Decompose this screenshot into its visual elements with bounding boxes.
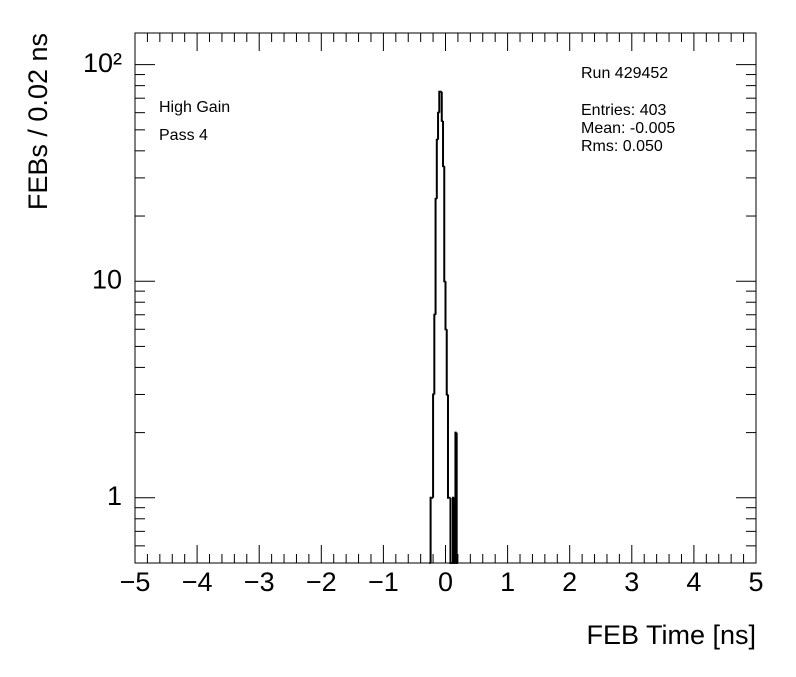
histogram-bin xyxy=(449,497,452,564)
x-tick-label: 4 xyxy=(686,567,701,597)
histogram-bin xyxy=(429,496,432,563)
histogram-bin xyxy=(432,393,435,498)
stat: Rms: 0.050 xyxy=(581,138,663,155)
histogram-bin xyxy=(443,166,446,283)
x-tick-label: −2 xyxy=(306,567,337,597)
histogram-bin xyxy=(446,394,450,499)
histogram-bin xyxy=(444,281,447,331)
x-tick-label: 2 xyxy=(562,567,577,597)
histogram-bin xyxy=(442,120,445,168)
x-tick-label: 3 xyxy=(624,567,639,597)
y-tick-label: 10² xyxy=(83,48,122,78)
x-tick-label: −1 xyxy=(368,567,399,597)
stat: Run 429452 xyxy=(581,65,668,82)
x-tick-label: −4 xyxy=(182,567,213,597)
histogram-bin xyxy=(440,91,444,122)
x-tick-label: −5 xyxy=(120,567,151,597)
annotation: Pass 4 xyxy=(159,127,208,144)
x-tick-label: 1 xyxy=(500,567,515,597)
y-tick-label: 10 xyxy=(92,264,122,294)
x-tick-label: 0 xyxy=(438,567,453,597)
histogram-bin xyxy=(438,90,441,113)
histogram-bin xyxy=(437,111,440,140)
y-tick-label: 1 xyxy=(107,481,122,511)
histogram-bin xyxy=(434,197,437,315)
histogram-bin xyxy=(455,432,458,564)
histogram-bin xyxy=(454,431,457,563)
histogram-bin xyxy=(435,138,439,199)
x-axis-label: FEB Time [ns] xyxy=(586,620,756,650)
annotation: High Gain xyxy=(159,99,230,116)
histogram-bin xyxy=(445,329,448,396)
x-tick-label: 5 xyxy=(748,567,763,597)
histogram-bin xyxy=(433,313,436,395)
stat: Mean: -0.005 xyxy=(581,120,675,137)
y-axis-label: FEBs / 0.02 ns xyxy=(23,33,53,210)
stat: Entries: 403 xyxy=(581,102,666,119)
x-tick-label: −3 xyxy=(244,567,275,597)
